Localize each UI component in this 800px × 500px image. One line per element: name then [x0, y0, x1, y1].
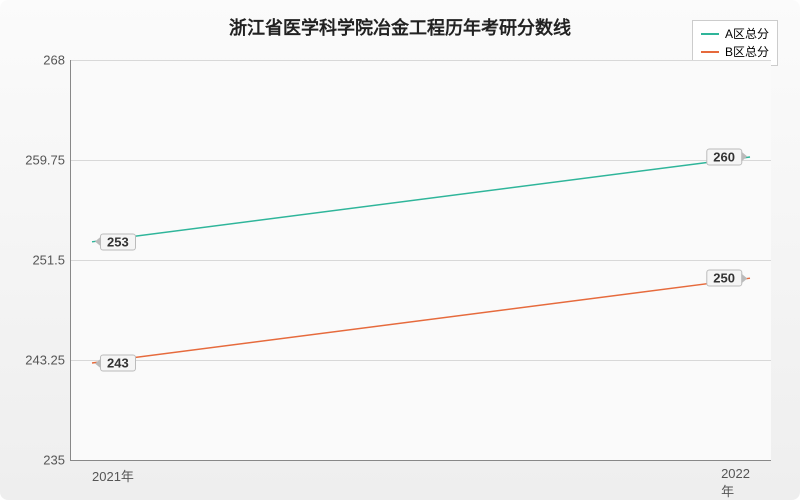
x-tick-label: 2022年	[721, 466, 750, 500]
y-tick-label: 268	[43, 53, 65, 68]
legend-swatch-a	[701, 33, 719, 35]
chart-container: 浙江省医学科学院冶金工程历年考研分数线 A区总分 B区总分 235 243.25 2…	[0, 0, 800, 500]
series-line-a	[92, 157, 750, 242]
point-label: 253	[100, 233, 136, 250]
y-tick-label: 235	[43, 453, 65, 468]
gridline	[71, 260, 771, 261]
series-line-b	[92, 278, 750, 363]
legend-label-b: B区总分	[725, 43, 769, 61]
y-tick-label: 259.75	[25, 153, 65, 168]
plot-area: 235243.25251.5259.752682021年2022年2532602…	[70, 60, 771, 461]
point-label: 260	[706, 148, 742, 165]
x-tick-label: 2021年	[92, 466, 134, 485]
chart-title: 浙江省医学科学院冶金工程历年考研分数线	[0, 14, 800, 40]
legend-item-a: A区总分	[701, 25, 769, 43]
gridline	[71, 360, 771, 361]
y-tick-label: 251.5	[32, 253, 65, 268]
legend-item-b: B区总分	[701, 43, 769, 61]
legend-swatch-b	[701, 51, 719, 53]
y-tick-label: 243.25	[25, 353, 65, 368]
legend-label-a: A区总分	[725, 25, 769, 43]
point-label: 250	[706, 270, 742, 287]
point-label: 243	[100, 355, 136, 372]
gridline	[71, 60, 771, 61]
gridline	[71, 160, 771, 161]
